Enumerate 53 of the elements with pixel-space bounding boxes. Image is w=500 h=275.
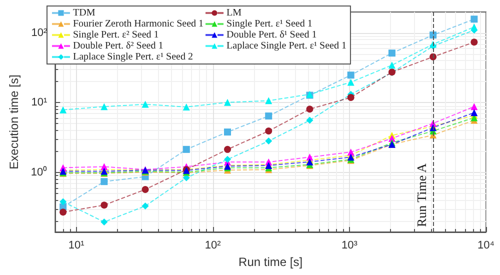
y-tick-label: 10² (31, 26, 48, 39)
point (60, 208, 67, 216)
point (347, 94, 354, 101)
x-tick-label: 10² (204, 240, 222, 252)
point (224, 98, 231, 106)
legend-label: Double Pert. δ² Seed 1 (73, 40, 164, 52)
point (306, 106, 314, 113)
point (265, 128, 272, 135)
point (100, 178, 108, 186)
point (60, 198, 67, 206)
point (265, 138, 272, 145)
point (182, 146, 190, 153)
point (224, 146, 231, 153)
point (388, 62, 396, 69)
point (100, 103, 108, 110)
legend-label: Laplace Single Pert. ε¹ Seed 1 (226, 40, 346, 52)
y-axis-title: Execution time [s] (7, 74, 21, 170)
legend-label: Double Pert. δ¹ Seed 1 (226, 30, 317, 40)
x-tick-label: 10³ (341, 240, 358, 252)
legend-label: Single Pert. ε² Seed 1 (73, 30, 159, 40)
point (142, 100, 149, 108)
x-tick-label: 10⁴ (478, 240, 495, 252)
x-axis-title: Run time [s] (238, 255, 303, 269)
point (347, 78, 354, 86)
point (100, 202, 108, 209)
point (306, 116, 314, 124)
point (182, 103, 190, 110)
point (470, 16, 478, 23)
point (265, 112, 272, 120)
point (224, 128, 231, 136)
point (100, 218, 108, 226)
legend-label: Fourier Zeroth Harmonic Seed 1 (73, 18, 204, 30)
point (224, 156, 231, 163)
y-tick-label: 10⁰ (30, 165, 48, 178)
point (470, 23, 478, 30)
legend-label: TDM (73, 8, 96, 18)
point (470, 109, 478, 116)
point (265, 97, 272, 104)
legend-label: LM (226, 8, 242, 18)
point (142, 202, 149, 210)
point (60, 106, 67, 114)
ref-line-label: Run Time A (414, 162, 430, 227)
point (470, 103, 478, 110)
point (388, 50, 396, 57)
point (306, 154, 314, 161)
point (470, 38, 478, 46)
point (347, 148, 354, 156)
point (142, 186, 149, 193)
x-tick-label: 10¹ (68, 240, 85, 252)
legend-label: Single Pert. ε¹ Seed 1 (226, 18, 312, 30)
point (347, 72, 354, 79)
legend-label: Laplace Single Pert. ε¹ Seed 2 (73, 52, 193, 62)
y-tick-label: 10¹ (31, 96, 48, 109)
